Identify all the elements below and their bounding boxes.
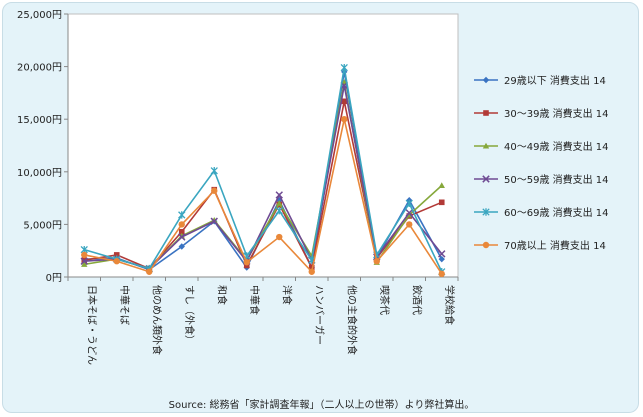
data-point xyxy=(340,63,348,72)
legend-label: 70歳以上 消費支出 14 xyxy=(504,239,606,252)
x-tick-label: 学校給食 xyxy=(443,285,456,325)
data-point xyxy=(405,209,413,217)
data-point xyxy=(438,270,445,278)
source-note: Source: 総務省「家計調査年報」（二人以上の世帯）より弊社算出。 xyxy=(168,400,475,411)
data-point xyxy=(373,258,380,265)
data-point xyxy=(308,264,315,271)
legend-label: 40～49歳 消費支出 14 xyxy=(504,140,609,153)
x-tick-label: 和食 xyxy=(215,285,228,305)
data-point xyxy=(113,258,120,265)
data-point xyxy=(482,208,490,216)
data-point xyxy=(210,217,218,225)
plot-area xyxy=(67,13,459,278)
y-tick-label: 15,000円 xyxy=(17,115,62,126)
legend-item: 60～69歳 消費支出 14 xyxy=(474,206,609,219)
data-point xyxy=(243,259,250,266)
y-tick-label: 5,000円 xyxy=(23,220,62,231)
data-point xyxy=(178,228,185,235)
legend-item: 29歳以下 消費支出 14 xyxy=(474,74,606,87)
y-tick-label: 0円 xyxy=(46,273,62,284)
data-point xyxy=(80,257,88,265)
legend-item: 70歳以上 消費支出 14 xyxy=(474,239,606,252)
x-tick-label: 喫茶代 xyxy=(378,285,391,315)
x-tick-label: 洋食 xyxy=(280,285,293,305)
x-tick-label: 日本そば・うどん xyxy=(85,285,98,365)
data-point xyxy=(438,182,445,189)
data-point xyxy=(482,142,490,149)
y-tick-label: 20,000円 xyxy=(17,63,62,74)
data-point xyxy=(211,187,218,194)
x-tick-label: 他のめん類外食 xyxy=(150,285,163,355)
legend-label: 30～39歳 消費支出 14 xyxy=(504,107,609,120)
data-point xyxy=(438,250,446,258)
data-point xyxy=(275,207,283,215)
x-tick-label: 中華食 xyxy=(248,285,261,315)
legend-item: 50～59歳 消費支出 14 xyxy=(474,173,609,186)
data-point xyxy=(482,76,490,84)
data-point xyxy=(210,167,218,175)
data-point xyxy=(405,199,413,208)
x-tick-label: ハンバーガー xyxy=(313,285,325,345)
series-line xyxy=(84,67,443,273)
data-point xyxy=(178,211,186,219)
legend-item: 40～49歳 消費支出 14 xyxy=(474,140,609,153)
data-point xyxy=(406,221,413,228)
legend-label: 29歳以下 消費支出 14 xyxy=(504,74,606,87)
data-point xyxy=(275,191,283,199)
legend-label: 60～69歳 消費支出 14 xyxy=(504,206,609,219)
data-point xyxy=(341,116,348,123)
x-tick-label: 他の主食的外食 xyxy=(345,285,358,355)
data-point xyxy=(483,110,489,116)
data-point xyxy=(178,221,185,228)
series-line xyxy=(84,119,443,275)
data-point xyxy=(146,268,153,275)
data-point xyxy=(276,200,283,206)
x-tick-label: 飲酒代 xyxy=(410,285,423,315)
data-point xyxy=(113,252,120,258)
data-point xyxy=(308,268,315,275)
data-point xyxy=(81,261,88,267)
data-point xyxy=(178,243,185,250)
legend-label: 50～59歳 消費支出 14 xyxy=(504,173,609,186)
data-point xyxy=(482,175,490,183)
y-tick-label: 25,000円 xyxy=(17,10,62,21)
data-point xyxy=(438,255,445,263)
y-tick-label: 10,000円 xyxy=(17,168,62,179)
data-point xyxy=(81,251,88,259)
data-point xyxy=(276,233,283,241)
x-tick-label: すし（外食） xyxy=(183,285,196,345)
data-point xyxy=(341,98,348,105)
x-tick-label: 中華そば xyxy=(118,285,131,325)
series-6 xyxy=(81,116,445,278)
data-point xyxy=(438,199,445,206)
data-point xyxy=(482,241,490,249)
data-point xyxy=(178,233,186,241)
legend-item: 30～39歳 消費支出 14 xyxy=(474,107,609,120)
